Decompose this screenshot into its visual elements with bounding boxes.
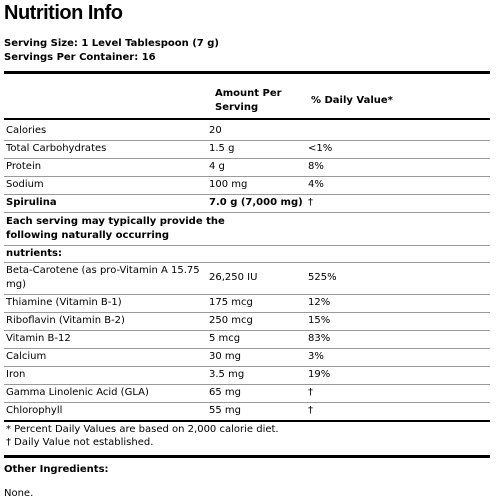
row-dv: 4% (308, 179, 324, 190)
row-separator (4, 330, 490, 331)
row-separator (4, 158, 490, 159)
row-name: Vitamin B-12 (6, 333, 71, 344)
row-name: Spirulina (6, 197, 57, 208)
row-name: Sodium (6, 179, 44, 190)
row-dv: 3% (308, 351, 324, 362)
row-separator (4, 245, 490, 246)
amount-header-line1: Amount Per (215, 88, 282, 99)
row-name: Beta-Carotene (as pro-Vitamin A 15.75 (6, 265, 200, 276)
row-dv: 83% (308, 333, 331, 344)
amount-header-line2: Serving (215, 102, 259, 113)
dv-header: % Daily Value* (311, 95, 393, 106)
row-name: Calories (6, 125, 47, 136)
row-amount: 4 g (209, 161, 225, 172)
row-dv: <1% (308, 143, 333, 154)
row-amount: 3.5 mg (209, 369, 245, 380)
row-name: Total Carbohydrates (6, 143, 107, 154)
row-separator (4, 140, 490, 141)
row-amount: 26,250 IU (209, 272, 258, 283)
row-separator (4, 262, 490, 263)
row-separator (4, 384, 490, 385)
row-dv: † (308, 405, 313, 416)
nutrients-note-line1: Each serving may typically provide the (6, 216, 225, 227)
row-amount: 7.0 g (7,000 mg) (209, 197, 303, 208)
row-amount: 30 mg (209, 351, 241, 362)
row-separator (4, 348, 490, 349)
row-separator (4, 366, 490, 367)
row-dv: 15% (308, 315, 331, 326)
row-amount: 5 mcg (209, 333, 241, 344)
row-dv: 19% (308, 369, 331, 380)
row-separator (4, 194, 490, 195)
top-rule (4, 71, 490, 74)
serving-size: Serving Size: 1 Level Tablespoon (7 g) (4, 38, 219, 49)
row-dv: † (308, 197, 313, 208)
header-rule (4, 118, 490, 120)
row-amount: 175 mcg (209, 297, 253, 308)
row-dv: † (308, 387, 313, 398)
row-dv: 12% (308, 297, 331, 308)
row-name: Chlorophyll (6, 405, 63, 416)
row-separator (4, 402, 490, 403)
footnote-rule (4, 420, 490, 422)
row-name: Protein (6, 161, 42, 172)
footnote-percent-dv: * Percent Daily Values are based on 2,00… (6, 424, 279, 435)
row-amount: 100 mg (209, 179, 248, 190)
row-name: Riboflavin (Vitamin B-2) (6, 315, 125, 326)
row-dv: 525% (308, 272, 337, 283)
row-separator (4, 294, 490, 295)
servings-per-container: Servings Per Container: 16 (4, 52, 156, 63)
row-dv: 8% (308, 161, 324, 172)
nutrients-note-line3: nutrients: (6, 248, 63, 259)
nutrients-note-line2: following naturally occurring (6, 230, 170, 241)
row-separator (4, 312, 490, 313)
row-name-continued: mg) (6, 279, 26, 290)
row-separator (4, 212, 490, 213)
row-amount: 55 mg (209, 405, 241, 416)
other-ingredients-label: Other Ingredients: (4, 464, 109, 475)
bottom-rule (4, 455, 490, 458)
row-name: Calcium (6, 351, 47, 362)
row-amount: 65 mg (209, 387, 241, 398)
row-separator (4, 176, 490, 177)
row-name: Gamma Linolenic Acid (GLA) (6, 387, 149, 398)
footnote-dv-not-established: † Daily Value not established. (6, 437, 154, 448)
other-ingredients-value: None. (4, 488, 34, 499)
row-amount: 250 mcg (209, 315, 253, 326)
row-name: Thiamine (Vitamin B-1) (6, 297, 122, 308)
row-amount: 1.5 g (209, 143, 235, 154)
row-amount: 20 (209, 125, 222, 136)
row-name: Iron (6, 369, 26, 380)
nutrition-title: Nutrition Info (4, 2, 123, 24)
